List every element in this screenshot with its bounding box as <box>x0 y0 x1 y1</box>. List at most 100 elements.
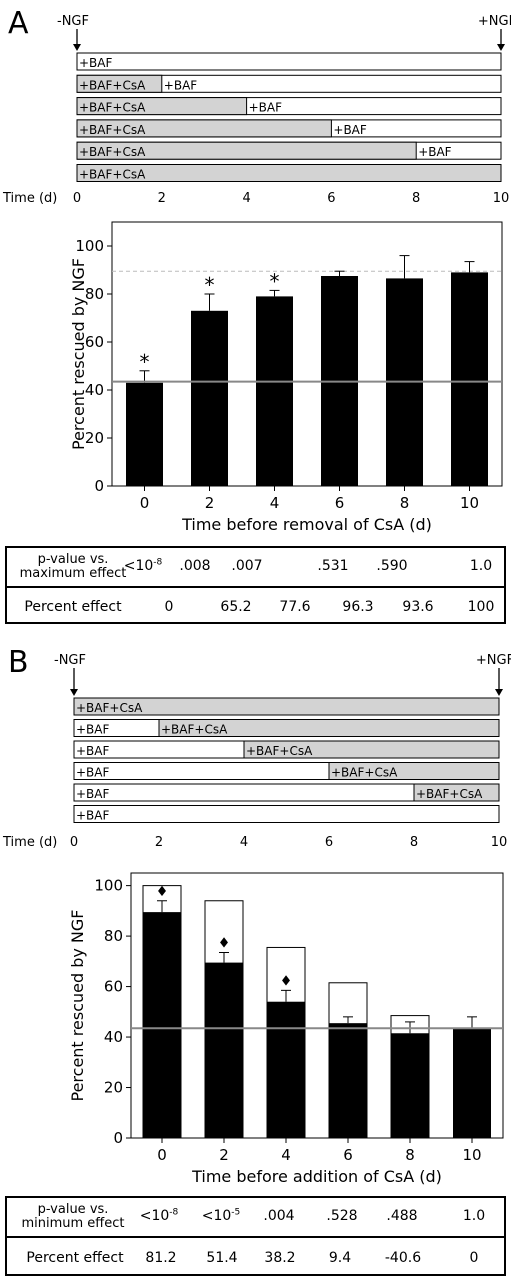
significance-marker: * <box>140 350 150 374</box>
x-tick-label: 8 <box>400 494 410 512</box>
x-tick-label: 6 <box>343 1146 353 1164</box>
treatment-label: +BAF+CsA <box>76 701 143 715</box>
effect-cell: 0 <box>469 1250 479 1266</box>
significance-marker: ♦ <box>280 973 293 989</box>
treatment-label: +BAF+CsA <box>246 744 313 758</box>
treatment-label: +BAF <box>418 145 451 159</box>
effect-header: Percent effect <box>26 1250 124 1266</box>
pvalue-cell: 1.0 <box>469 558 493 574</box>
ngf-readdition-arrow-head <box>495 689 503 696</box>
csa-treatment-segment <box>73 697 500 716</box>
ngf-readdition-arrow-head <box>497 44 505 51</box>
treatment-label: +BAF <box>76 809 109 823</box>
effect-cell: 96.3 <box>342 599 374 615</box>
y-tick-label: 100 <box>94 877 123 895</box>
pvalue-cell: .590 <box>376 558 408 574</box>
y-tick-label: 20 <box>85 429 104 447</box>
csa-treatment-segment <box>158 719 500 737</box>
x-tick-label: 8 <box>405 1146 415 1164</box>
treatment-label: +BAF+CsA <box>79 101 146 115</box>
pvalue-cell: .007 <box>231 558 263 574</box>
pvalue-cell: .531 <box>317 558 349 574</box>
bar <box>451 272 488 486</box>
bar <box>267 1001 305 1138</box>
effect-cell: 51.4 <box>206 1250 238 1266</box>
y-tick-label: 60 <box>85 333 104 351</box>
csa-treatment-segment <box>76 74 163 93</box>
bar <box>191 310 228 486</box>
plot-frame <box>130 872 504 1139</box>
x-tick-label: 4 <box>270 494 280 512</box>
bar <box>453 1028 491 1138</box>
treatment-label: +BAF <box>333 123 366 137</box>
pvalue-header: p-value vs. minimum effect <box>21 1202 125 1231</box>
x-tick-label: 4 <box>281 1146 291 1164</box>
time-tick-label: 8 <box>412 191 420 206</box>
pvalue-cell: <10-8 <box>139 1207 179 1224</box>
y-tick-label: 100 <box>75 237 104 255</box>
time-axis-label: Time (d) <box>2 835 57 850</box>
y-tick-label: 80 <box>104 927 123 945</box>
treatment-label: +BAF+CsA <box>79 123 146 137</box>
pvalue-header: p-value vs. maximum effect <box>19 552 127 581</box>
treatment-label: +BAF <box>249 101 282 115</box>
treatment-label: +BAF+CsA <box>79 145 146 159</box>
ngf-readdition-label: +NGF <box>476 653 511 668</box>
pvalue-cell: 1.0 <box>462 1208 486 1224</box>
treatment-label: +BAF+CsA <box>79 168 146 182</box>
y-tick-label: 40 <box>85 381 104 399</box>
effect-cell: 93.6 <box>402 599 434 615</box>
time-tick-label: 2 <box>158 191 166 206</box>
treatment-label: +BAF <box>76 723 109 737</box>
treatment-label: +BAF <box>76 787 109 801</box>
x-tick-label: 0 <box>157 1146 167 1164</box>
treatment-label: +BAF+CsA <box>331 766 398 780</box>
timeline-bar <box>73 805 500 823</box>
panel-a-table: p-value vs. maximum effect <10-8 .008 .0… <box>5 546 506 624</box>
treatment-label: +BAF+CsA <box>161 723 228 737</box>
effect-cell: 0 <box>164 599 174 615</box>
time-tick-label: 8 <box>410 835 418 850</box>
time-tick-label: 4 <box>242 191 250 206</box>
panel-b-chart: 0 20 40 60 80 100 0 ♦ 2 ♦ 4 ♦ 6 8 10 Time before additi… <box>68 872 504 1186</box>
y-tick-label: 0 <box>94 477 104 495</box>
treatment-label: +BAF+CsA <box>416 787 483 801</box>
bar <box>391 1033 429 1138</box>
effect-header: Percent effect <box>24 599 122 615</box>
csa-treatment-segment <box>76 164 502 182</box>
ngf-withdrawal-arrow-head <box>70 689 78 696</box>
csa-treatment-segment <box>328 762 500 780</box>
x-axis-label: Time before addition of CsA (d) <box>191 1167 442 1186</box>
ngf-withdrawal-arrow-head <box>73 44 81 51</box>
panel-b-schematic: B -NGF +NGF +BAF+CsA +BAF +BAF+CsA +BAF +BAF+Cs… <box>2 645 511 850</box>
y-tick-label: 60 <box>104 978 123 996</box>
y-axis-label: Percent rescued by NGF <box>68 910 87 1102</box>
csa-treatment-segment <box>76 141 417 160</box>
table-divider <box>7 586 504 588</box>
time-tick-label: 6 <box>325 835 333 850</box>
x-tick-label: 10 <box>462 1146 481 1164</box>
bar <box>329 1023 367 1138</box>
panel-letter: A <box>8 6 29 41</box>
effect-cell: -40.6 <box>384 1250 422 1266</box>
effect-cell: 100 <box>467 599 495 615</box>
time-tick-label: 0 <box>73 191 81 206</box>
pvalue-cell: <10-8 <box>123 557 163 574</box>
csa-treatment-segment <box>413 783 500 802</box>
timeline-bar <box>76 52 502 71</box>
time-tick-label: 10 <box>491 835 508 850</box>
pvalue-cell: .528 <box>326 1208 358 1224</box>
x-tick-label: 2 <box>205 494 215 512</box>
time-tick-label: 10 <box>493 191 510 206</box>
effect-cell: 81.2 <box>145 1250 177 1266</box>
treatment-label: +BAF <box>76 744 109 758</box>
time-tick-label: 4 <box>240 835 248 850</box>
panel-letter: B <box>8 645 29 680</box>
effect-cell: 9.4 <box>328 1250 352 1266</box>
significance-marker: * <box>270 269 280 293</box>
x-tick-label: 10 <box>460 494 479 512</box>
csa-treatment-segment <box>76 119 332 138</box>
plot-frame <box>111 221 503 487</box>
